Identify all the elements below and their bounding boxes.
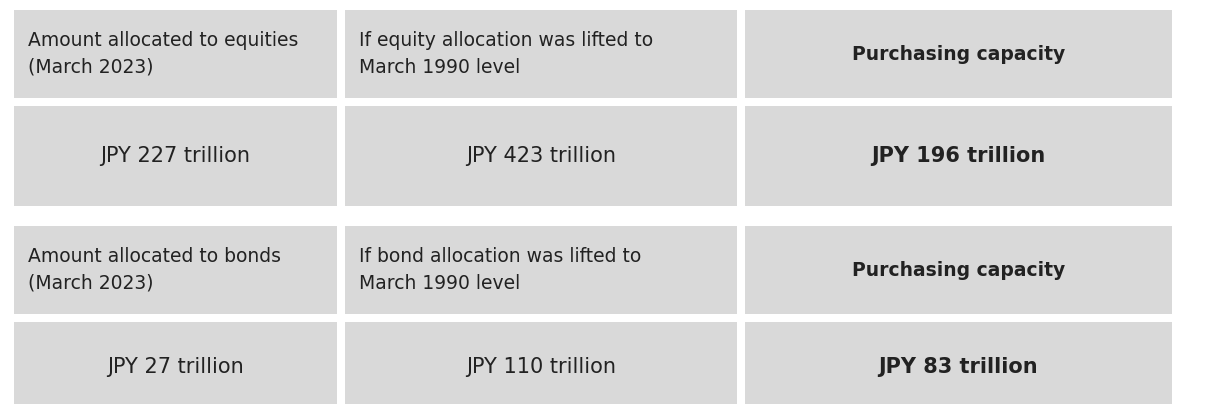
Bar <box>745 10 1172 98</box>
Bar <box>745 226 1172 314</box>
Bar <box>345 322 736 404</box>
Text: Amount allocated to equities
(March 2023): Amount allocated to equities (March 2023… <box>28 31 298 77</box>
Bar <box>345 106 736 206</box>
Bar <box>345 226 736 314</box>
Bar <box>14 226 337 314</box>
Text: If bond allocation was lifted to
March 1990 level: If bond allocation was lifted to March 1… <box>359 247 641 293</box>
Text: If equity allocation was lifted to
March 1990 level: If equity allocation was lifted to March… <box>359 31 652 77</box>
Text: Purchasing capacity: Purchasing capacity <box>852 44 1065 63</box>
Text: JPY 196 trillion: JPY 196 trillion <box>872 146 1045 166</box>
Text: JPY 27 trillion: JPY 27 trillion <box>107 357 244 377</box>
Text: JPY 83 trillion: JPY 83 trillion <box>879 357 1038 377</box>
Bar <box>745 106 1172 206</box>
Bar <box>14 106 337 206</box>
Bar <box>745 322 1172 404</box>
Bar <box>345 10 736 98</box>
Text: Purchasing capacity: Purchasing capacity <box>852 261 1065 280</box>
Text: JPY 423 trillion: JPY 423 trillion <box>465 146 616 166</box>
Bar <box>14 10 337 98</box>
Bar <box>14 322 337 404</box>
Text: Amount allocated to bonds
(March 2023): Amount allocated to bonds (March 2023) <box>28 247 281 293</box>
Text: JPY 227 trillion: JPY 227 trillion <box>101 146 250 166</box>
Text: JPY 110 trillion: JPY 110 trillion <box>465 357 616 377</box>
